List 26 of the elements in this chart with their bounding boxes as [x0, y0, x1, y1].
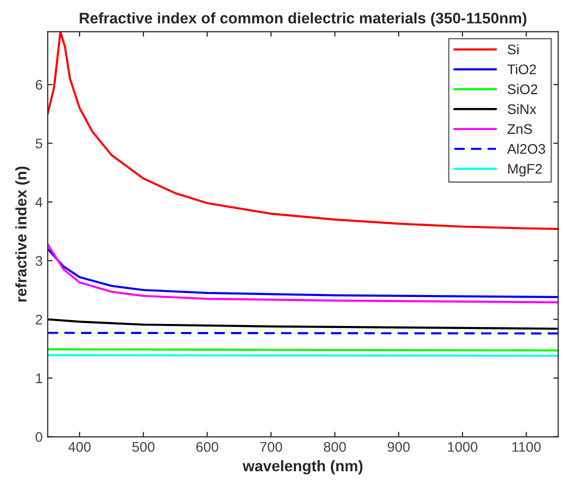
x-tick-label: 900 — [388, 442, 410, 452]
y-tick-label: 0 — [36, 432, 42, 442]
x-axis-title: wavelength (nm) — [242, 460, 362, 474]
line-series — [48, 318, 558, 330]
legend-label: SiO2 — [508, 84, 538, 94]
y-tick-label: 4 — [35, 197, 42, 207]
legend-label: MgF2 — [508, 164, 542, 177]
legend-label: ZnS — [508, 124, 532, 134]
legend-label: SiNx — [508, 104, 536, 114]
x-tick-label: 800 — [324, 442, 346, 452]
legend-label: TiO2 — [507, 64, 536, 74]
x-tick-label: 1100 — [512, 442, 541, 452]
chart-title: Refractive index of common dielectric materials (350-1150nm) — [80, 12, 526, 27]
x-tick-label: 500 — [132, 442, 154, 452]
x-tick-label: 400 — [68, 442, 91, 452]
y-tick-label: 1 — [36, 374, 42, 384]
y-tick-label: 2 — [36, 314, 42, 324]
legend-label: Al2O3 — [507, 144, 546, 154]
x-tick-label: 1000 — [448, 442, 478, 452]
y-tick-label: 6 — [36, 80, 42, 90]
y-tick-label: 5 — [36, 138, 42, 148]
y-axis-title: refractive index (n) — [15, 166, 30, 302]
x-tick-label: 700 — [260, 442, 282, 452]
x-tick-label: 600 — [196, 442, 218, 452]
legend-label: Si — [508, 44, 519, 54]
y-tick-label: 3 — [36, 256, 42, 266]
